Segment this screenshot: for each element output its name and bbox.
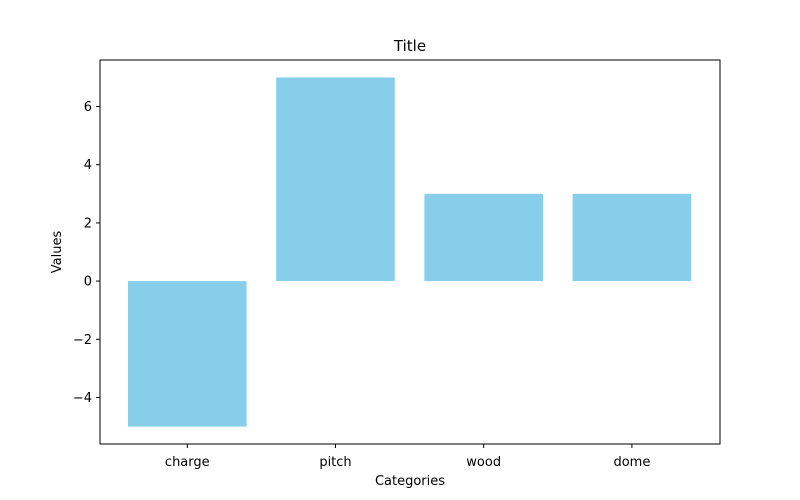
x-axis-ticks: charge pitch wood dome xyxy=(165,444,650,470)
y-tick-label: 6 xyxy=(84,100,92,115)
y-tick-label: 0 xyxy=(84,275,92,290)
y-tick-label: 4 xyxy=(84,158,92,173)
x-tick-label: dome xyxy=(613,455,650,470)
bar-wood xyxy=(424,193,543,282)
bar-charge xyxy=(128,281,247,427)
bar-pitch xyxy=(276,77,395,282)
y-axis-ticks: −4 −2 0 2 4 6 xyxy=(73,100,100,406)
chart-title: Title xyxy=(393,37,426,55)
x-tick-label: charge xyxy=(165,455,210,470)
x-tick-label: wood xyxy=(466,455,501,470)
y-tick-label: 2 xyxy=(84,216,92,231)
bars-layer xyxy=(128,77,692,427)
y-tick-label: −2 xyxy=(73,333,92,348)
x-tick-label: pitch xyxy=(319,455,351,470)
plot-frame xyxy=(99,59,721,445)
x-axis-title: Categories xyxy=(375,474,445,489)
y-tick-label: −4 xyxy=(73,391,92,406)
y-axis-title: Values xyxy=(50,231,65,274)
bar-dome xyxy=(572,193,692,282)
